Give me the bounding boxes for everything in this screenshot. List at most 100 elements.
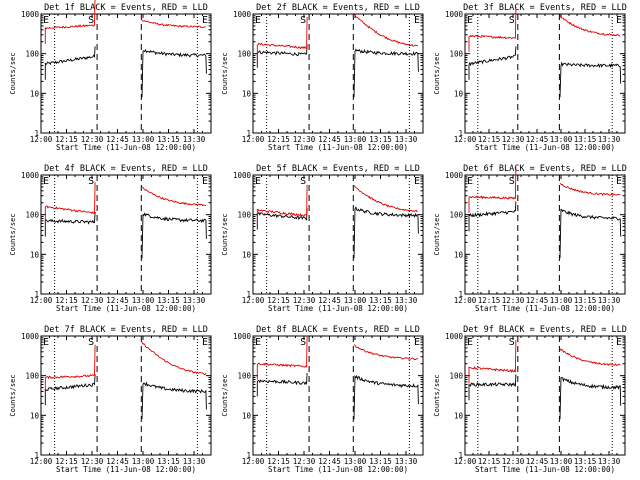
x-axis-label: Start Time (11-Jun-08 12:00:00) — [56, 304, 196, 313]
y-tick-label: 1 — [246, 129, 251, 138]
x-axis-label: Start Time (11-Jun-08 12:00:00) — [475, 465, 615, 474]
y-tick-label: 100 — [449, 50, 463, 59]
x-tick-label: 13:15 — [574, 457, 597, 466]
x-tick-label: 13:00 — [344, 457, 367, 466]
panel-det-9: Det 9f BLACK = Events, RED = LLD 1 10 100 10… — [433, 325, 627, 474]
marker-s: S — [509, 176, 515, 187]
x-tick-label: 12:30 — [502, 457, 525, 466]
x-tick-label: 13:15 — [157, 457, 180, 466]
x-tick-label: 12:45 — [318, 135, 341, 144]
lld-series-post — [353, 13, 418, 47]
x-tick-label: 12:00 — [30, 296, 53, 305]
y-axis-label: Counts/sec — [221, 374, 229, 416]
y-tick-label: 10 — [242, 89, 252, 98]
x-tick-label: 12:30 — [81, 457, 104, 466]
x-tick-label: 13:15 — [157, 135, 180, 144]
marker-s: S — [509, 15, 515, 26]
events-series-pre — [468, 46, 517, 80]
y-tick-label: 100 — [449, 372, 463, 381]
x-tick-label: 12:45 — [526, 135, 549, 144]
x-tick-label: 12:15 — [267, 296, 290, 305]
marker-start-e: E — [255, 15, 261, 26]
y-tick-label: 1 — [246, 290, 251, 299]
panel-det-1: Det 1f BLACK = Events, RED = LLD 1 10 100 10… — [9, 0, 212, 152]
x-tick-label: 13:00 — [550, 296, 573, 305]
x-tick-label: 12:30 — [502, 296, 525, 305]
x-axis-label: Start Time (11-Jun-08 12:00:00) — [268, 304, 408, 313]
plot-frame — [40, 335, 212, 456]
x-tick-label: 13:00 — [344, 135, 367, 144]
x-tick-label: 13:30 — [183, 135, 206, 144]
y-tick-label: 10 — [454, 250, 464, 259]
events-series-post — [559, 208, 622, 259]
marker-s: S — [88, 176, 94, 187]
panel-title: Det 6f BLACK = Events, RED = LLD — [463, 164, 627, 174]
marker-start-e: E — [43, 176, 49, 187]
y-tick-label: 100 — [237, 211, 251, 220]
x-tick-label: 12:00 — [242, 296, 265, 305]
panel-det-8: Det 8f BLACK = Events, RED = LLD 1 10 100 10… — [221, 325, 424, 474]
x-tick-label: 12:15 — [478, 135, 501, 144]
x-tick-label: 12:45 — [318, 296, 341, 305]
lld-series-pre — [468, 340, 517, 384]
y-tick-label: 1 — [34, 290, 39, 299]
x-tick-label: 12:00 — [454, 457, 477, 466]
x-tick-label: 12:30 — [293, 135, 316, 144]
y-tick-label: 10 — [30, 89, 40, 98]
marker-s: S — [509, 337, 515, 348]
x-tick-label: 12:15 — [55, 457, 78, 466]
panel-det-2: Det 2f BLACK = Events, RED = LLD 1 10 100 10… — [221, 3, 424, 152]
marker-end-e: E — [202, 337, 208, 348]
y-tick-label: 1000 — [233, 332, 252, 341]
x-tick-label: 12:30 — [81, 135, 104, 144]
events-series-post — [559, 61, 622, 98]
y-tick-label: 1000 — [233, 171, 252, 180]
y-tick-label: 1 — [458, 129, 463, 138]
marker-end-e: E — [202, 176, 208, 187]
x-tick-label: 12:15 — [267, 457, 290, 466]
y-tick-label: 1 — [458, 451, 463, 460]
panel-det-4: Det 4f BLACK = Events, RED = LLD 1 10 100 10… — [9, 164, 212, 313]
x-axis-label: Start Time (11-Jun-08 12:00:00) — [56, 465, 196, 474]
lld-series-post — [559, 182, 621, 197]
marker-end-e: E — [414, 15, 420, 26]
x-tick-label: 12:15 — [267, 135, 290, 144]
events-series-pre — [256, 44, 308, 68]
panel-title: Det 1f BLACK = Events, RED = LLD — [44, 3, 208, 13]
x-tick-label: 12:45 — [526, 296, 549, 305]
y-tick-label: 1000 — [21, 332, 40, 341]
x-axis-label: Start Time (11-Jun-08 12:00:00) — [475, 143, 615, 152]
y-axis-label: Counts/sec — [433, 213, 441, 255]
x-tick-label: 12:30 — [502, 135, 525, 144]
lld-series-pre — [44, 344, 96, 394]
y-tick-label: 100 — [25, 50, 39, 59]
y-tick-label: 100 — [237, 50, 251, 59]
lld-series-pre — [468, 167, 517, 213]
x-tick-label: 13:30 — [183, 296, 206, 305]
x-axis-label: Start Time (11-Jun-08 12:00:00) — [475, 304, 615, 313]
panel-title: Det 7f BLACK = Events, RED = LLD — [44, 325, 208, 335]
panel-title: Det 4f BLACK = Events, RED = LLD — [44, 164, 208, 174]
x-tick-label: 12:15 — [55, 135, 78, 144]
lld-series-post — [353, 185, 418, 213]
y-tick-label: 100 — [449, 211, 463, 220]
lld-series-post — [559, 15, 621, 37]
panel-title: Det 8f BLACK = Events, RED = LLD — [256, 325, 420, 335]
marker-end-e: E — [202, 15, 208, 26]
lld-series-pre — [256, 184, 308, 226]
y-axis-label: Counts/sec — [221, 52, 229, 94]
x-tick-label: 12:00 — [242, 135, 265, 144]
marker-end-e: E — [616, 176, 622, 187]
events-series-pre — [256, 372, 308, 397]
x-tick-label: 13:30 — [395, 296, 418, 305]
x-tick-label: 13:15 — [369, 135, 392, 144]
plot-frame — [252, 335, 424, 456]
lld-series-pre — [256, 16, 308, 60]
y-axis-label: Counts/sec — [9, 213, 17, 255]
x-tick-label: 12:00 — [242, 457, 265, 466]
events-series-pre — [44, 374, 96, 406]
plot-frame — [464, 174, 626, 295]
y-tick-label: 10 — [242, 411, 252, 420]
y-tick-label: 1000 — [21, 171, 40, 180]
plot-frame — [464, 335, 626, 456]
